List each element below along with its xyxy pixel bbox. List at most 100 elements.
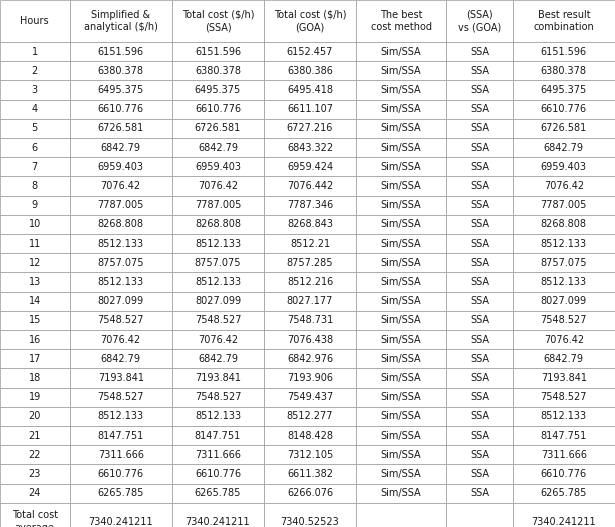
Bar <box>69 368 172 387</box>
Bar <box>0 61 69 81</box>
Bar <box>264 100 356 119</box>
Text: 5: 5 <box>31 123 38 133</box>
Text: 7076.42: 7076.42 <box>101 181 141 191</box>
Bar <box>264 157 356 177</box>
Bar <box>513 42 615 61</box>
Bar <box>0 253 69 272</box>
Text: SSA: SSA <box>470 85 489 95</box>
Text: SSA: SSA <box>470 162 489 172</box>
Bar <box>69 426 172 445</box>
Bar <box>264 61 356 81</box>
Bar <box>0 0 69 42</box>
Text: 8027.099: 8027.099 <box>98 296 144 306</box>
Bar <box>513 234 615 253</box>
Bar <box>513 291 615 311</box>
Text: 7340.52523: 7340.52523 <box>280 517 339 527</box>
Text: 6610.776: 6610.776 <box>195 104 241 114</box>
Text: 6726.581: 6726.581 <box>195 123 241 133</box>
Text: Sim/SSA: Sim/SSA <box>381 258 421 268</box>
Bar <box>264 215 356 234</box>
Bar <box>69 272 172 291</box>
Bar <box>446 330 513 349</box>
Bar <box>172 445 264 464</box>
Bar <box>446 426 513 445</box>
Text: 6265.785: 6265.785 <box>195 488 241 498</box>
Text: 7076.42: 7076.42 <box>198 335 238 345</box>
Bar <box>356 368 446 387</box>
Bar <box>513 311 615 330</box>
Bar <box>356 157 446 177</box>
Bar <box>446 484 513 503</box>
Bar <box>69 484 172 503</box>
Text: 3: 3 <box>32 85 38 95</box>
Text: 6380.378: 6380.378 <box>98 66 144 76</box>
Bar <box>446 503 513 527</box>
Text: 6727.216: 6727.216 <box>287 123 333 133</box>
Text: 7312.105: 7312.105 <box>287 450 333 460</box>
Bar <box>69 157 172 177</box>
Text: 7548.527: 7548.527 <box>98 392 144 402</box>
Text: 7340.241211: 7340.241211 <box>531 517 596 527</box>
Bar <box>172 387 264 407</box>
Bar <box>172 349 264 368</box>
Text: Sim/SSA: Sim/SSA <box>381 85 421 95</box>
Bar <box>172 61 264 81</box>
Text: 2: 2 <box>31 66 38 76</box>
Bar <box>172 311 264 330</box>
Text: 20: 20 <box>29 412 41 422</box>
Text: 8268.808: 8268.808 <box>98 219 144 229</box>
Text: 4: 4 <box>32 104 38 114</box>
Text: 13: 13 <box>29 277 41 287</box>
Bar <box>356 464 446 484</box>
Bar <box>264 42 356 61</box>
Text: Sim/SSA: Sim/SSA <box>381 123 421 133</box>
Bar <box>356 42 446 61</box>
Bar <box>356 349 446 368</box>
Bar <box>0 426 69 445</box>
Bar <box>0 119 69 138</box>
Text: 17: 17 <box>29 354 41 364</box>
Text: 6959.424: 6959.424 <box>287 162 333 172</box>
Text: 8: 8 <box>32 181 38 191</box>
Bar <box>356 0 446 42</box>
Text: 8512.277: 8512.277 <box>287 412 333 422</box>
Text: 6959.403: 6959.403 <box>195 162 241 172</box>
Bar <box>446 349 513 368</box>
Text: Sim/SSA: Sim/SSA <box>381 219 421 229</box>
Bar <box>0 138 69 157</box>
Bar <box>69 0 172 42</box>
Text: Sim/SSA: Sim/SSA <box>381 66 421 76</box>
Text: SSA: SSA <box>470 66 489 76</box>
Bar <box>264 368 356 387</box>
Bar <box>264 138 356 157</box>
Text: 7787.346: 7787.346 <box>287 200 333 210</box>
Bar <box>0 272 69 291</box>
Text: 16: 16 <box>29 335 41 345</box>
Text: Sim/SSA: Sim/SSA <box>381 181 421 191</box>
Bar <box>69 81 172 100</box>
Text: 6265.785: 6265.785 <box>98 488 144 498</box>
Bar <box>356 407 446 426</box>
Text: 8512.133: 8512.133 <box>98 412 144 422</box>
Text: Sim/SSA: Sim/SSA <box>381 450 421 460</box>
Text: 6842.976: 6842.976 <box>287 354 333 364</box>
Bar <box>513 330 615 349</box>
Text: 23: 23 <box>29 469 41 479</box>
Text: 10: 10 <box>29 219 41 229</box>
Bar <box>513 445 615 464</box>
Bar <box>172 177 264 196</box>
Text: Sim/SSA: Sim/SSA <box>381 373 421 383</box>
Bar <box>264 234 356 253</box>
Text: 19: 19 <box>29 392 41 402</box>
Bar <box>446 100 513 119</box>
Text: 6151.596: 6151.596 <box>98 46 144 56</box>
Text: 6611.382: 6611.382 <box>287 469 333 479</box>
Bar <box>264 330 356 349</box>
Text: 18: 18 <box>29 373 41 383</box>
Bar <box>0 196 69 215</box>
Text: 6152.457: 6152.457 <box>287 46 333 56</box>
Text: 6726.581: 6726.581 <box>98 123 144 133</box>
Bar <box>0 81 69 100</box>
Text: 7076.42: 7076.42 <box>198 181 238 191</box>
Text: 6380.378: 6380.378 <box>541 66 587 76</box>
